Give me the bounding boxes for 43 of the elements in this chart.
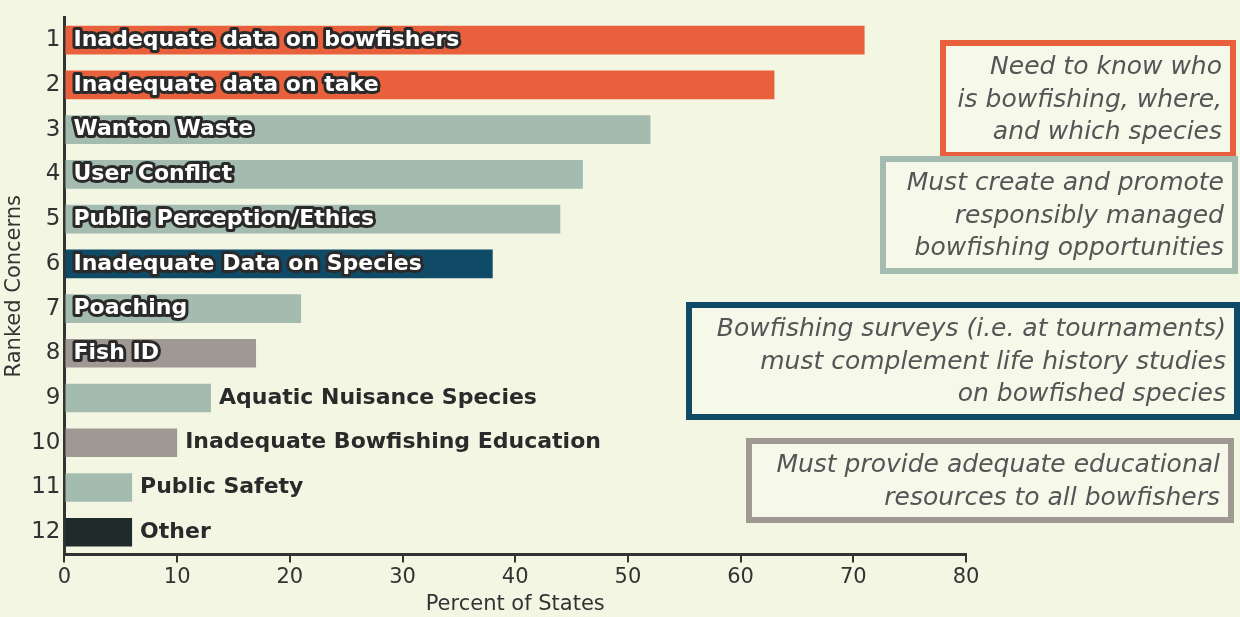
x-tick-label: 40 [501,563,529,588]
data-label: Fish ID [73,339,159,365]
data-label: Inadequate Bowfishing Education [185,428,601,454]
y-tick-label: 8 [45,338,61,365]
data-label: Aquatic Nuisance Species [218,383,537,409]
x-tick-label: 50 [614,563,642,588]
data-label: Inadequate Data on Species [73,249,422,275]
y-axis-title: Ranked Concerns [1,194,26,378]
data-label: Public Safety [140,473,304,499]
y-tick-label: 6 [45,248,61,275]
y-tick-label: 5 [45,204,61,231]
data-label: Wanton Waste [73,115,254,141]
y-tick-label: 7 [45,293,61,320]
x-tick-label: 70 [839,563,867,588]
data-label: Inadequate data on take [73,70,379,96]
x-tick-label: 80 [952,563,980,588]
bar [65,383,211,413]
data-label: User Conflict [73,160,233,186]
y-tick-label: 9 [45,383,61,409]
x-tick-label: 60 [727,563,754,588]
bar [65,473,133,502]
bar [65,517,133,547]
annotation: Must provide adequate educational resources to all bowfishers [746,438,1234,523]
x-tick-label: 30 [389,563,416,588]
y-tick-label: 4 [45,159,61,186]
x-axis-title: Percent of States [425,590,605,615]
data-label: Inadequate data on bowfishers [73,25,460,51]
y-tick-label: 3 [45,114,61,141]
x-tick-label: 10 [163,563,191,588]
annotation: Must create and promote responsibly managed bowfishing opportunities [880,156,1238,274]
bar [65,428,178,458]
y-tick-label: 10 [31,427,61,454]
y-tick-label: 2 [45,69,61,96]
annotation: Bowfishing surveys (i.e. at tournaments) must complement life history studies on bowfished species [686,302,1240,420]
x-tick-label: 20 [276,563,304,588]
y-tick-label: 11 [31,472,61,499]
data-label: Poaching [73,294,188,320]
data-label: Public Perception/Ethics [73,204,375,230]
data-label: Other [140,517,211,543]
y-tick-label: 12 [31,517,61,544]
annotation: Need to know who is bowfishing, where, and which species [940,40,1236,158]
y-tick-label: 1 [45,25,61,52]
x-tick-label: 0 [57,563,72,588]
